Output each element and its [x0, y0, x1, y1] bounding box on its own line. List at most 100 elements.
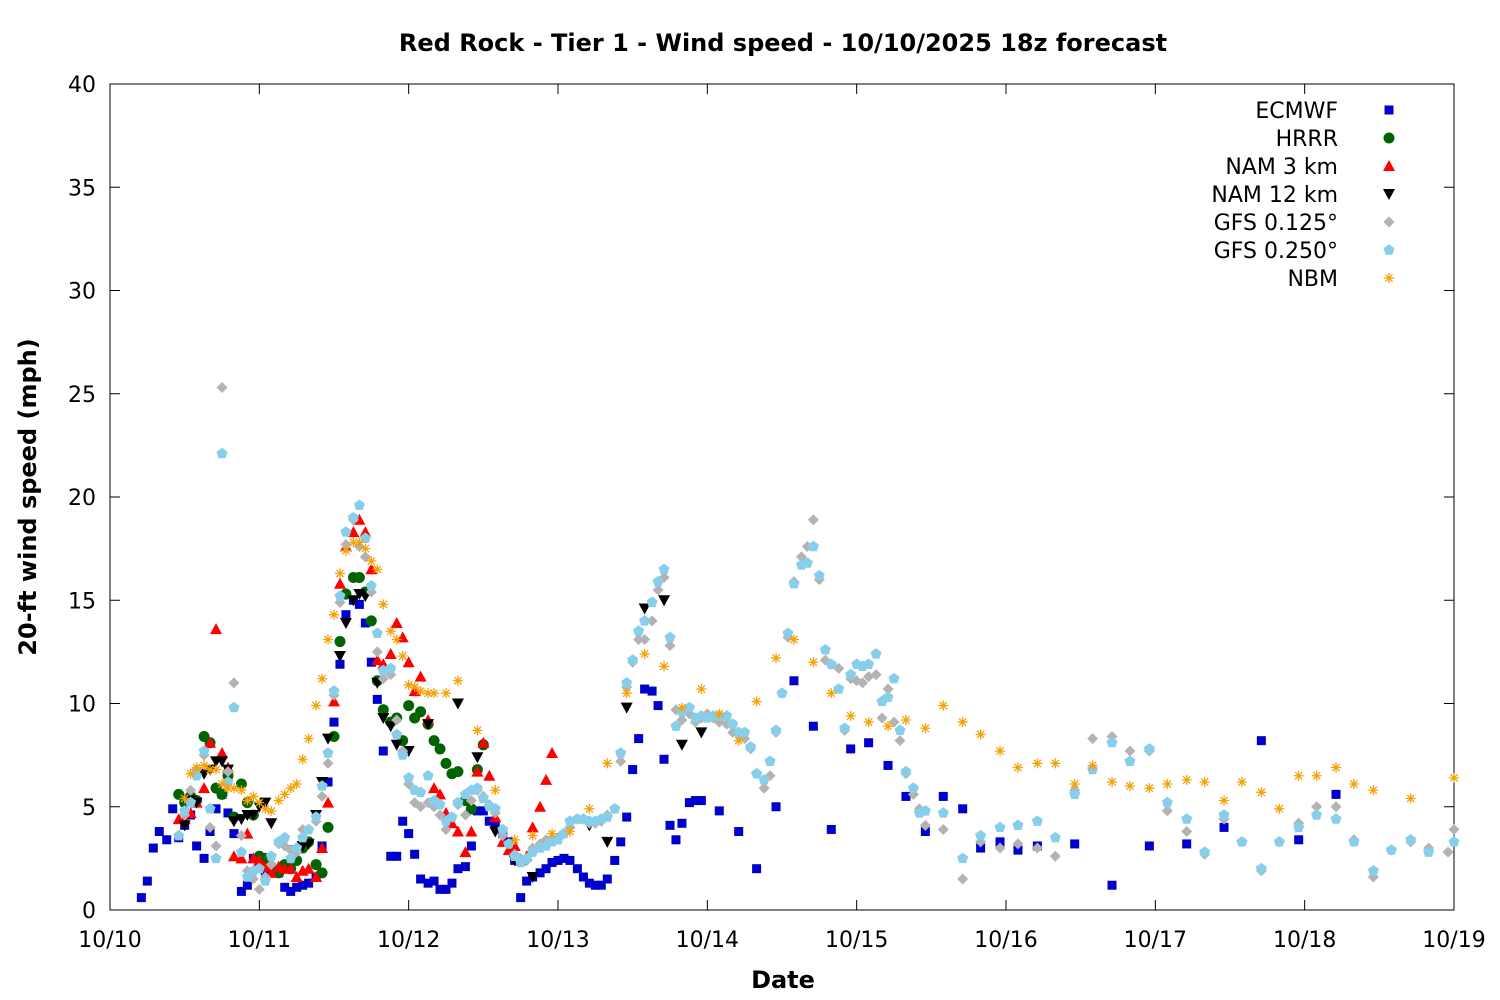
- data-point: [1181, 813, 1193, 824]
- series-ecmwf: [136, 595, 1341, 903]
- data-point: [527, 830, 538, 841]
- data-point: [621, 677, 633, 688]
- x-tick-label: 10/12: [377, 928, 440, 953]
- data-point: [334, 636, 346, 648]
- data-point: [333, 577, 346, 589]
- data-point: [199, 760, 210, 771]
- data-point: [317, 673, 328, 684]
- data-point: [453, 864, 463, 874]
- data-point: [452, 796, 464, 808]
- data-point: [883, 760, 893, 770]
- data-point: [1087, 733, 1099, 745]
- data-point: [435, 884, 445, 894]
- data-point: [601, 811, 613, 822]
- data-point: [690, 796, 700, 806]
- data-point: [452, 766, 464, 778]
- data-point: [695, 727, 708, 739]
- x-tick-label: 10/18: [1273, 928, 1336, 953]
- data-point: [235, 846, 247, 857]
- legend-marker: [1383, 160, 1395, 171]
- data-point: [434, 743, 446, 755]
- data-point: [807, 540, 819, 552]
- data-point: [471, 752, 484, 764]
- data-point: [253, 883, 265, 895]
- data-point: [286, 886, 296, 896]
- data-point: [415, 686, 426, 697]
- data-point: [639, 615, 651, 626]
- data-point: [216, 447, 228, 459]
- data-point: [714, 708, 725, 719]
- data-point: [423, 878, 433, 888]
- data-point: [378, 599, 389, 610]
- data-point: [459, 809, 471, 821]
- data-point: [509, 834, 520, 845]
- data-point: [340, 526, 352, 537]
- data-point: [1012, 819, 1024, 830]
- data-point: [1107, 776, 1118, 787]
- data-point: [1273, 836, 1285, 847]
- data-point: [807, 514, 819, 526]
- data-point: [371, 646, 383, 658]
- data-point: [670, 720, 682, 731]
- data-point: [1405, 793, 1416, 804]
- data-point: [526, 871, 539, 883]
- data-point: [353, 572, 365, 584]
- data-point: [273, 795, 284, 806]
- data-point: [423, 688, 434, 699]
- data-point: [721, 710, 733, 721]
- data-point: [434, 788, 447, 800]
- data-point: [415, 801, 427, 813]
- data-point: [285, 783, 296, 794]
- legend-label: GFS 0.125°: [1214, 211, 1338, 236]
- data-point: [833, 683, 845, 694]
- data-point: [440, 823, 452, 835]
- data-point: [957, 717, 968, 728]
- data-point: [391, 728, 403, 740]
- y-tick-label: 35: [68, 176, 96, 201]
- data-point: [920, 723, 931, 734]
- data-point: [179, 805, 191, 816]
- data-point: [610, 855, 620, 865]
- data-point: [1124, 755, 1136, 766]
- data-point: [390, 616, 403, 628]
- data-point: [310, 859, 322, 871]
- data-point: [316, 780, 328, 791]
- data-point: [303, 823, 315, 835]
- data-point: [377, 673, 389, 685]
- data-point: [329, 717, 339, 727]
- data-point: [459, 846, 472, 858]
- data-point: [845, 710, 856, 721]
- x-axis: 10/10 10/11 10/12 10/13 10/14 10/15 10/16 10/17…: [78, 84, 1486, 953]
- data-point: [303, 733, 314, 744]
- data-point: [339, 617, 352, 629]
- y-tick-label: 0: [82, 899, 96, 924]
- data-point: [857, 677, 869, 689]
- data-point: [1423, 846, 1435, 857]
- data-point: [1013, 845, 1023, 855]
- data-point: [477, 792, 489, 804]
- series-gfs-0-125-: [179, 382, 1460, 895]
- data-point: [620, 702, 633, 714]
- data-point: [907, 782, 919, 793]
- data-point: [403, 679, 414, 690]
- data-point: [217, 779, 227, 790]
- data-point: [882, 683, 894, 695]
- data-point: [259, 875, 271, 886]
- data-point: [205, 764, 216, 775]
- data-point: [547, 828, 558, 839]
- data-point: [371, 627, 383, 638]
- data-point: [333, 651, 346, 663]
- data-point: [451, 825, 464, 837]
- y-tick-label: 30: [68, 280, 96, 305]
- y-tick-label: 15: [68, 589, 96, 614]
- data-point: [280, 882, 290, 892]
- data-point: [994, 821, 1006, 833]
- data-point: [311, 700, 322, 711]
- y-axis-label: 20-ft wind speed (mph): [14, 338, 42, 655]
- data-point: [553, 855, 563, 865]
- legend-marker: [1383, 244, 1395, 255]
- data-point: [429, 876, 439, 886]
- data-point: [1348, 779, 1359, 790]
- data-point: [675, 739, 688, 751]
- data-point: [578, 872, 588, 882]
